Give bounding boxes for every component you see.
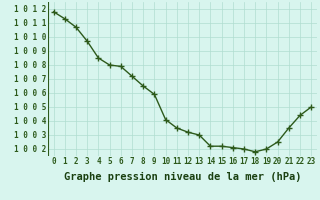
X-axis label: Graphe pression niveau de la mer (hPa): Graphe pression niveau de la mer (hPa) — [64, 172, 301, 182]
